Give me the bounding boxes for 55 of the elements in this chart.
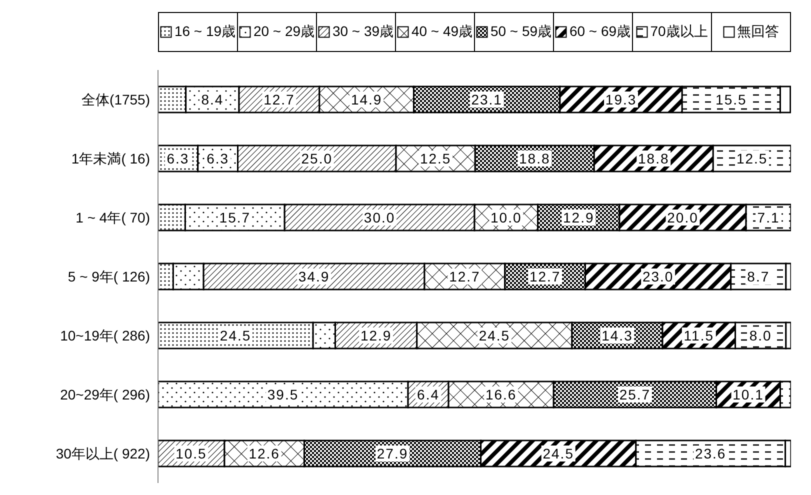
y-tick-label: 30年以上( 922) (56, 445, 150, 462)
data-label: 12.5 (736, 150, 768, 167)
data-label: 12.9 (563, 210, 594, 226)
legend-label: 16 ~ 19歳 (158, 12, 238, 52)
data-label: 6.4 (417, 386, 440, 403)
data-label: 23.6 (694, 446, 726, 462)
y-tick-label: 1年未満( 16) (71, 150, 150, 166)
legend-label: 40 ~ 49歳 (396, 12, 475, 52)
legend-label: 20 ~ 29歳 (238, 12, 317, 52)
data-label: 8.7 (747, 268, 770, 285)
data-label: 34.9 (298, 268, 330, 285)
data-label: 15.5 (716, 92, 747, 108)
legend-label: 50 ~ 59歳 (475, 12, 554, 52)
y-tick-label: 1 ~ 4年( 70) (76, 209, 150, 226)
y-tick-label: 5 ~ 9年( 126) (68, 268, 150, 284)
y-tick-label: 20~29年( 296) (60, 386, 150, 402)
data-label: 12.7 (264, 92, 295, 108)
y-tick-label: 10~19年( 286) (60, 327, 150, 344)
legend-label: 70歳以上 (633, 12, 712, 52)
data-label: 12.6 (248, 446, 280, 462)
data-label: 25.0 (301, 150, 333, 167)
data-label: 8.0 (749, 328, 772, 344)
data-label: 12.7 (529, 268, 561, 285)
data-label: 24.5 (542, 446, 574, 462)
data-label: 23.1 (471, 92, 502, 108)
legend-label: 無回答 (712, 12, 791, 52)
data-label: 20.0 (667, 210, 698, 226)
data-label: 18.8 (638, 150, 670, 167)
data-label: 16.6 (485, 386, 517, 403)
legend-label: 60 ~ 69歳 (554, 12, 633, 52)
data-label: 10.0 (490, 210, 522, 226)
data-label: 19.3 (605, 92, 637, 108)
data-label: 12.5 (420, 150, 452, 167)
data-label: 39.5 (267, 386, 299, 403)
data-label: 14.9 (350, 92, 382, 108)
data-label: 10.1 (732, 386, 764, 403)
data-label: 12.7 (449, 268, 480, 285)
data-label: 10.5 (176, 446, 207, 462)
data-label: 7.1 (757, 210, 780, 226)
y-tick-label: 全体(1755) (82, 91, 150, 108)
data-label: 8.4 (201, 92, 224, 108)
data-label: 15.7 (219, 210, 251, 226)
data-label: 12.9 (360, 328, 392, 344)
data-label: 27.9 (376, 446, 408, 462)
data-label: 6.3 (206, 150, 230, 167)
data-label: 6.3 (166, 150, 190, 167)
data-label: 11.5 (684, 328, 714, 344)
data-label: 14.3 (602, 328, 633, 344)
data-label: 24.5 (478, 328, 510, 344)
data-label: 30.0 (364, 210, 396, 226)
data-label: 24.5 (220, 328, 252, 344)
legend-label: 30 ~ 39歳 (317, 12, 396, 52)
data-label: 25.7 (619, 386, 651, 403)
data-label: 23.0 (642, 268, 674, 285)
data-label: 18.8 (519, 150, 550, 167)
